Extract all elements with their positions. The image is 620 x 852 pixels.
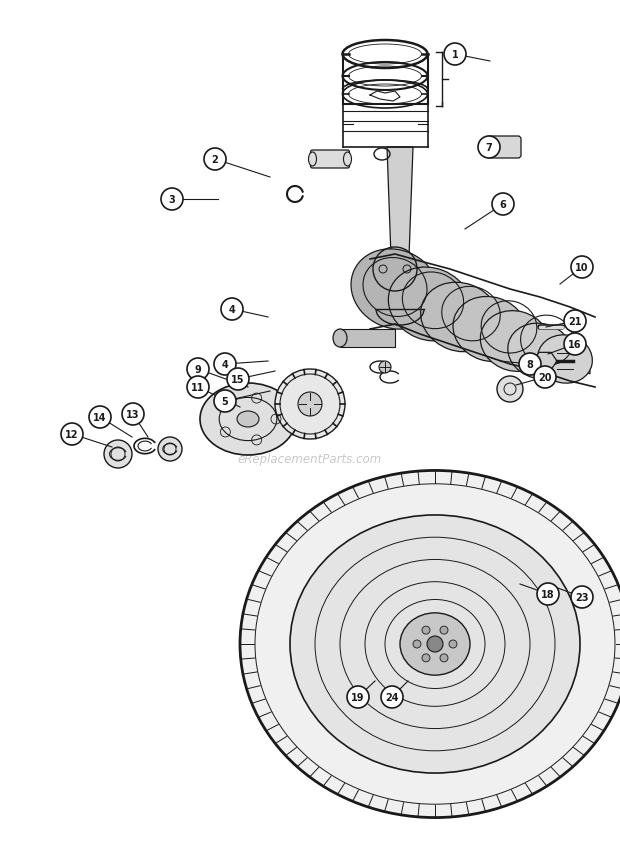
Ellipse shape [309,153,316,167]
Text: 12: 12 [65,429,79,440]
Text: 14: 14 [93,412,107,423]
Ellipse shape [508,324,572,379]
Text: 15: 15 [231,375,245,384]
Text: 5: 5 [221,396,228,406]
Circle shape [227,369,249,390]
Circle shape [122,404,144,425]
Ellipse shape [290,515,580,773]
Circle shape [440,654,448,662]
Text: 16: 16 [569,340,582,349]
Circle shape [298,393,322,417]
Circle shape [89,406,111,429]
Text: 19: 19 [352,692,365,702]
Circle shape [497,377,523,402]
Text: 13: 13 [126,410,140,419]
Text: 11: 11 [191,383,205,393]
Text: 10: 10 [575,262,589,273]
Ellipse shape [388,268,472,342]
Text: 2: 2 [211,155,218,164]
Circle shape [444,44,466,66]
Circle shape [440,626,448,635]
Circle shape [214,354,236,376]
Circle shape [571,256,593,279]
Ellipse shape [453,297,527,362]
Circle shape [214,390,236,412]
Circle shape [187,377,209,399]
Text: 23: 23 [575,592,589,602]
Circle shape [379,361,391,373]
Circle shape [537,584,559,605]
Polygon shape [387,148,413,257]
Circle shape [564,334,586,355]
Circle shape [413,640,421,648]
Ellipse shape [237,412,259,428]
Text: 18: 18 [541,590,555,599]
Circle shape [61,423,83,446]
Text: 24: 24 [385,692,399,702]
Ellipse shape [480,311,550,372]
Circle shape [492,193,514,216]
Circle shape [381,686,403,708]
Polygon shape [533,353,557,371]
Text: 8: 8 [526,360,533,370]
Circle shape [519,354,541,376]
Circle shape [427,636,443,653]
Circle shape [221,299,243,320]
Text: 4: 4 [221,360,228,370]
Text: 4: 4 [229,305,236,314]
Text: 9: 9 [195,365,202,375]
Circle shape [422,654,430,662]
Ellipse shape [343,153,352,167]
Ellipse shape [200,383,296,456]
Text: 6: 6 [500,199,507,210]
Circle shape [204,149,226,170]
Polygon shape [340,330,395,348]
Text: 7: 7 [485,143,492,153]
Circle shape [104,440,132,469]
Text: 21: 21 [569,317,582,326]
Text: 3: 3 [169,195,175,204]
Ellipse shape [420,283,499,353]
Circle shape [158,437,182,462]
Text: 20: 20 [538,372,552,383]
Ellipse shape [333,330,347,348]
Circle shape [571,586,593,608]
Circle shape [534,366,556,389]
Circle shape [187,359,209,381]
Ellipse shape [351,250,439,330]
Circle shape [449,640,457,648]
Ellipse shape [400,613,470,676]
Text: 1: 1 [451,50,458,60]
Ellipse shape [538,336,592,383]
Polygon shape [415,279,590,375]
Text: eReplacementParts.com: eReplacementParts.com [238,453,382,466]
Ellipse shape [240,471,620,818]
FancyBboxPatch shape [487,137,521,158]
Circle shape [478,137,500,158]
Circle shape [161,189,183,210]
FancyBboxPatch shape [311,151,350,169]
Circle shape [275,370,345,440]
Circle shape [422,626,430,635]
Circle shape [347,686,369,708]
Circle shape [564,311,586,332]
